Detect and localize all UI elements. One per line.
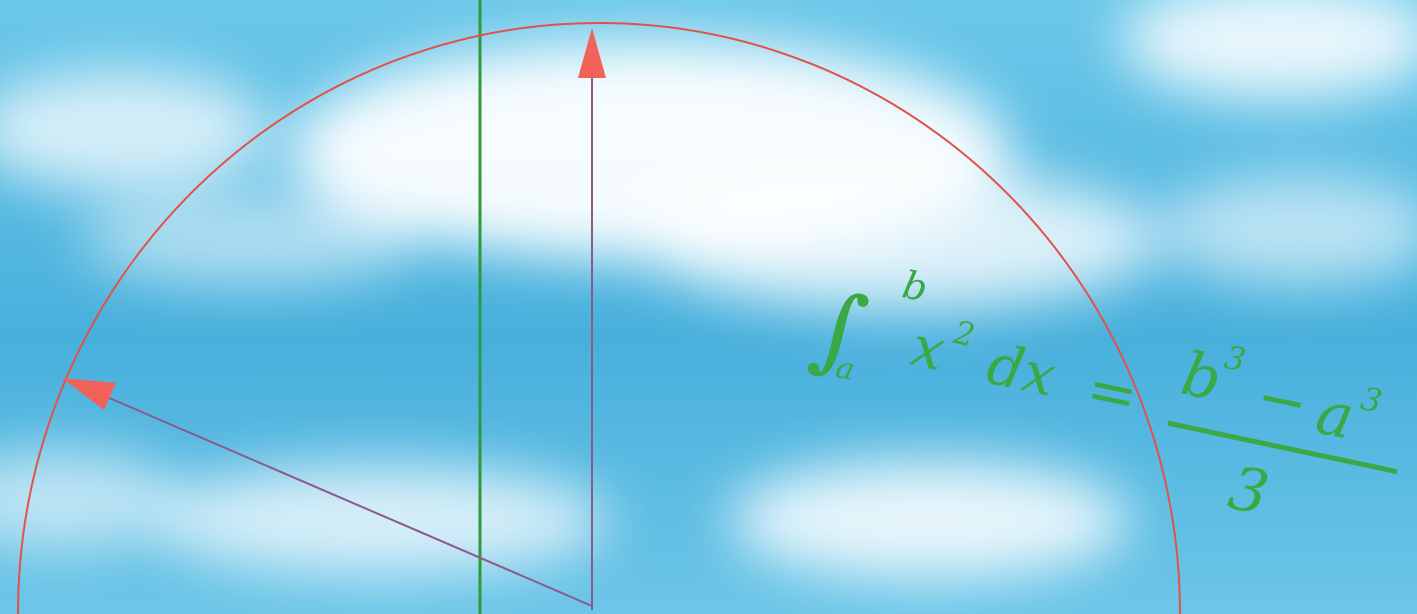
semicircle-arc: [17, 21, 1181, 614]
diagonal-arrow-head: [62, 378, 116, 410]
diagonal-arrow: [62, 378, 593, 607]
diagonal-arrow-shaft: [99, 393, 593, 607]
clouds: [0, 0, 1417, 580]
cloud: [1120, 0, 1417, 100]
vertical-arrow-head: [578, 28, 606, 78]
cloud: [80, 195, 420, 285]
cloud: [150, 465, 610, 575]
cloud: [640, 170, 1160, 310]
differential: dx: [982, 332, 1061, 410]
fraction-bar: [1167, 420, 1398, 475]
cloud: [1160, 175, 1417, 285]
vertical-arrow: [578, 28, 606, 610]
cloud: [0, 450, 180, 550]
cloud: [0, 70, 270, 190]
cloud: [730, 460, 1130, 580]
